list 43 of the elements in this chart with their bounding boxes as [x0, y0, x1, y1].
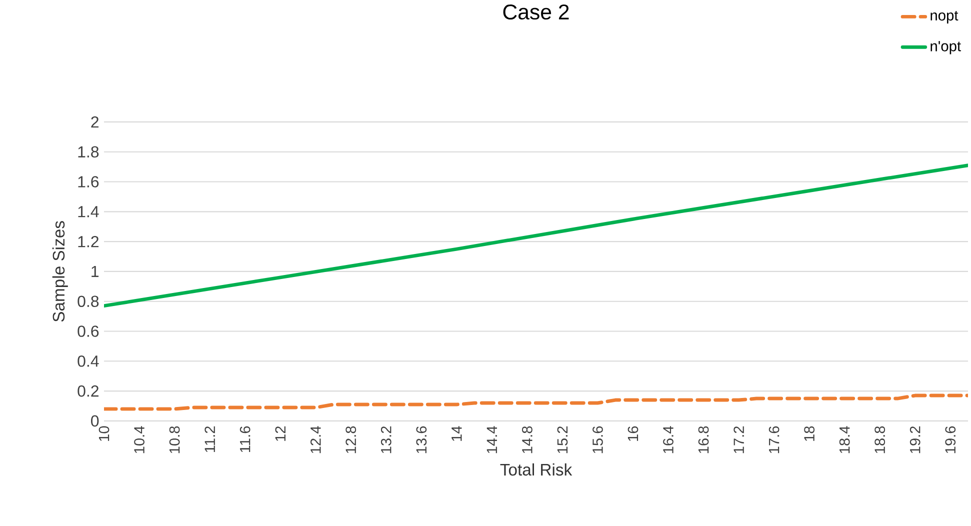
- chart-title: Case 2: [503, 4, 569, 20]
- x-axis-title: Total Risk: [500, 463, 572, 476]
- x-tick-label: 16.4: [663, 426, 674, 454]
- x-tick-label: 11.2: [204, 426, 215, 452]
- x-tick-label: 16: [628, 426, 638, 441]
- y-tick-label: 1.6: [78, 176, 99, 188]
- legend-label: n'opt: [930, 41, 961, 54]
- y-tick-label: 1.2: [78, 236, 98, 248]
- y-tick-label: 2: [91, 116, 98, 128]
- x-tick-label: 14.4: [486, 426, 497, 454]
- y-tick-label: 1: [92, 266, 99, 277]
- x-tick-label: 12.8: [346, 426, 356, 454]
- x-tick-label: 11.6: [240, 426, 250, 452]
- legend-label: nopt: [930, 10, 958, 24]
- x-tick-label: 15.2: [557, 426, 568, 454]
- x-tick-label: 10.4: [134, 426, 144, 454]
- x-tick-label: 18.4: [839, 426, 850, 454]
- x-tick-label: 17.6: [768, 426, 780, 454]
- x-tick-label: 10: [98, 426, 110, 441]
- x-tick-label: 14: [452, 426, 462, 441]
- x-tick-label: 15.6: [592, 426, 603, 454]
- x-tick-label: 12.4: [310, 426, 321, 454]
- x-tick-label: 18.8: [874, 426, 886, 454]
- y-tick-label: 1.8: [78, 146, 99, 158]
- x-tick-label: 19.2: [910, 426, 920, 454]
- y-tick-label: 0.4: [78, 356, 99, 367]
- x-tick-label: 14.8: [522, 426, 532, 454]
- x-tick-label: 12: [275, 426, 286, 441]
- y-tick-label: 0.2: [78, 385, 98, 397]
- x-tick-label: 17.2: [734, 426, 744, 454]
- line-series: [104, 164, 968, 308]
- y-tick-label: 0: [91, 415, 99, 427]
- x-tick-label: 13.2: [380, 426, 392, 454]
- x-tick-label: 13.6: [416, 426, 427, 454]
- x-tick-label: 16.8: [698, 426, 709, 454]
- y-tick-label: 0.8: [78, 296, 99, 308]
- x-tick-label: 10.8: [169, 426, 180, 454]
- y-axis-title: Sample Sizes: [52, 221, 68, 322]
- y-tick-label: 0.6: [78, 326, 99, 337]
- x-tick-label: 19.6: [945, 426, 956, 454]
- y-tick-label: 1.4: [78, 206, 99, 218]
- x-tick-label: 18: [804, 426, 815, 441]
- line-series: [104, 394, 968, 411]
